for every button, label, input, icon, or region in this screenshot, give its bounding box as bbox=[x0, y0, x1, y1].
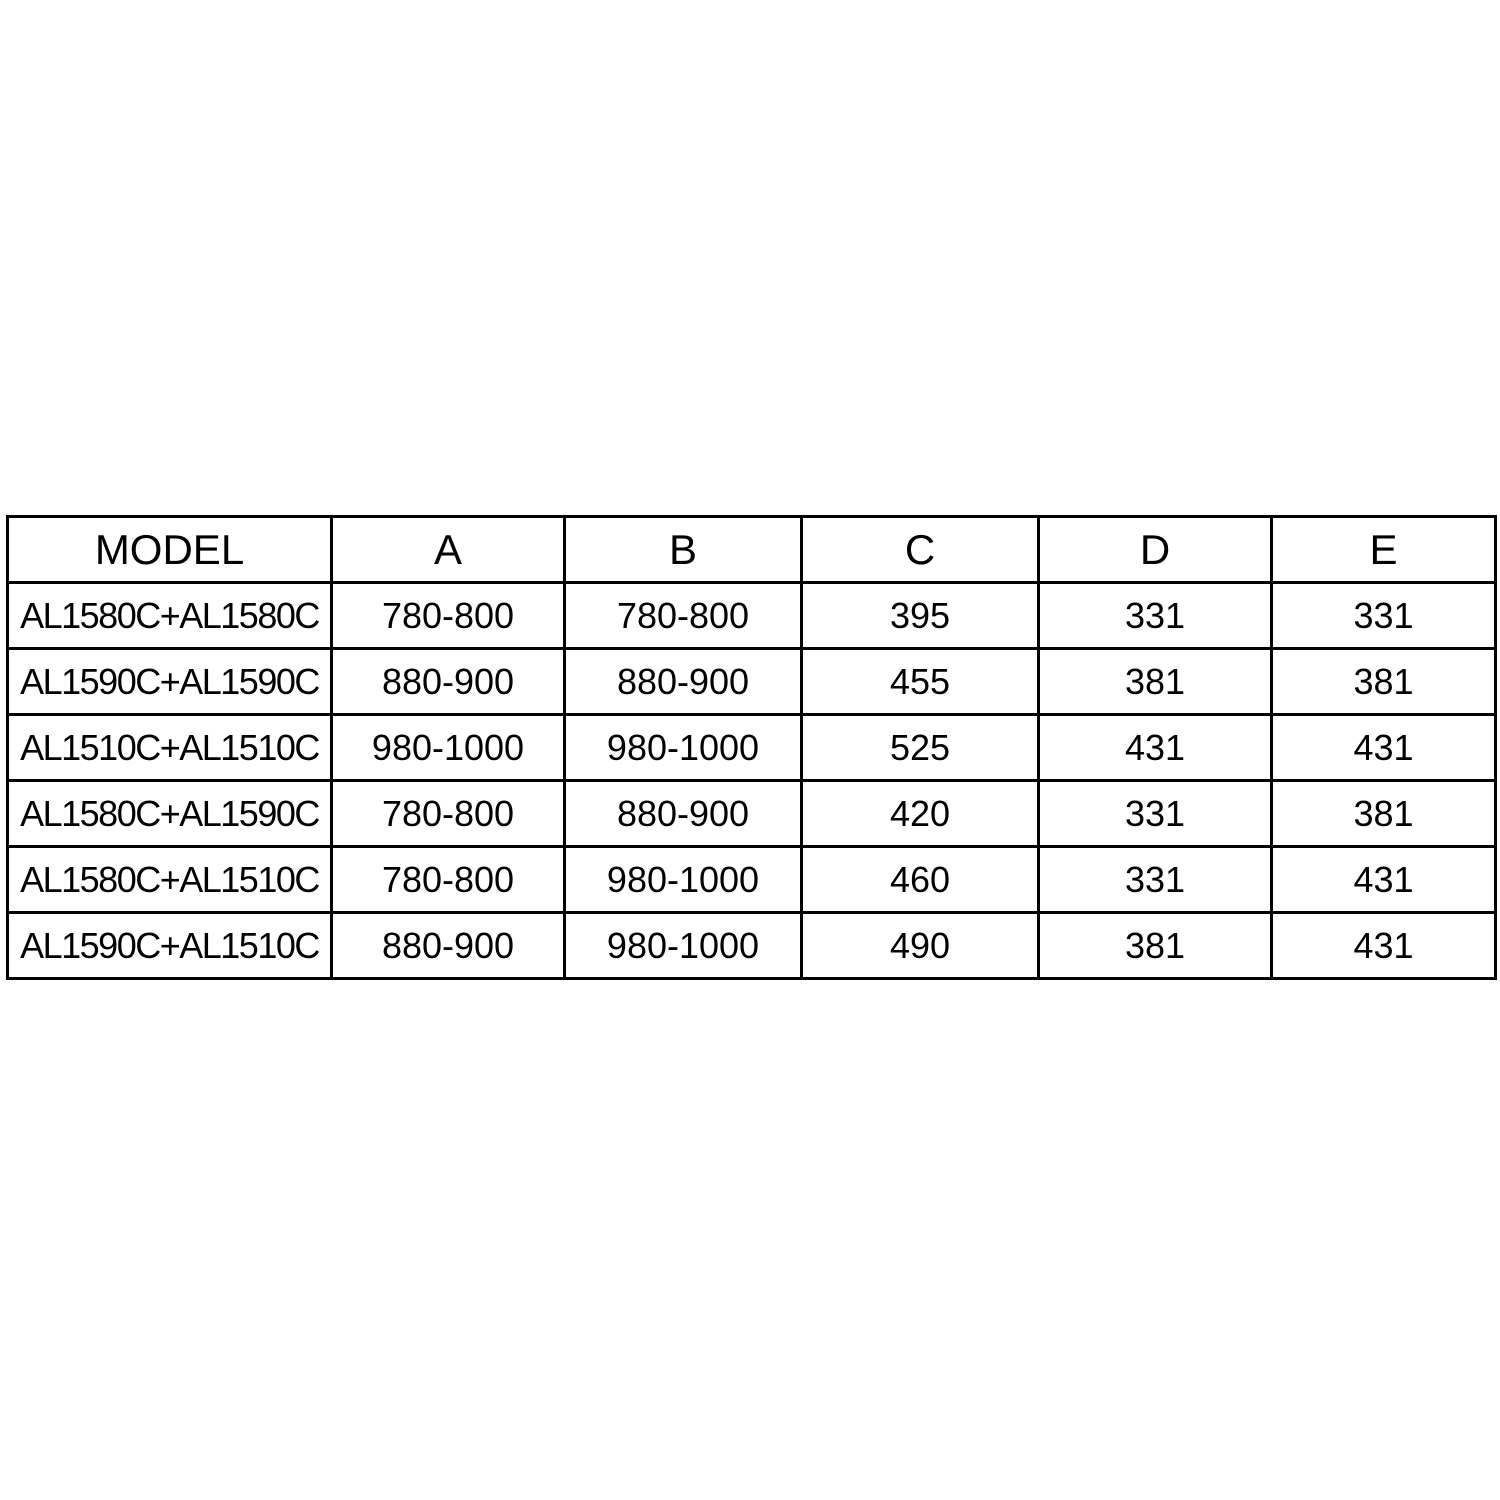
table-row: AL1590C+AL1590C 880-900 880-900 455 381 381 bbox=[6, 647, 1497, 716]
header-model: MODEL bbox=[6, 515, 333, 584]
header-row: MODEL A B C D E bbox=[6, 515, 1497, 584]
table-row: AL1580C+AL1590C 780-800 880-900 420 331 381 bbox=[6, 779, 1497, 848]
model-cell: AL1580C+AL1510C bbox=[6, 845, 333, 914]
value-cell: 525 bbox=[800, 713, 1040, 782]
value-cell: 431 bbox=[1270, 845, 1497, 914]
model-cell: AL1580C+AL1590C bbox=[6, 779, 333, 848]
value-cell: 431 bbox=[1037, 713, 1273, 782]
value-cell: 331 bbox=[1270, 581, 1497, 650]
value-cell: 455 bbox=[800, 647, 1040, 716]
header-c: C bbox=[800, 515, 1040, 584]
value-cell: 880-900 bbox=[563, 779, 803, 848]
value-cell: 780-800 bbox=[563, 581, 803, 650]
model-cell: AL1590C+AL1590C bbox=[6, 647, 333, 716]
value-cell: 431 bbox=[1270, 713, 1497, 782]
value-cell: 780-800 bbox=[330, 779, 566, 848]
value-cell: 980-1000 bbox=[563, 845, 803, 914]
header-d: D bbox=[1037, 515, 1273, 584]
spec-table-container: MODEL A B C D E AL1580C+AL1580C 780-800 78… bbox=[6, 515, 1497, 980]
value-cell: 381 bbox=[1037, 911, 1273, 980]
value-cell: 490 bbox=[800, 911, 1040, 980]
value-cell: 980-1000 bbox=[563, 911, 803, 980]
table-row: AL1590C+AL1510C 880-900 980-1000 490 381 431 bbox=[6, 911, 1497, 980]
value-cell: 780-800 bbox=[330, 845, 566, 914]
value-cell: 381 bbox=[1270, 779, 1497, 848]
value-cell: 420 bbox=[800, 779, 1040, 848]
model-cell: AL1590C+AL1510C bbox=[6, 911, 333, 980]
value-cell: 381 bbox=[1037, 647, 1273, 716]
value-cell: 780-800 bbox=[330, 581, 566, 650]
value-cell: 460 bbox=[800, 845, 1040, 914]
value-cell: 395 bbox=[800, 581, 1040, 650]
value-cell: 980-1000 bbox=[563, 713, 803, 782]
header-a: A bbox=[330, 515, 566, 584]
value-cell: 880-900 bbox=[330, 647, 566, 716]
table-row: AL1580C+AL1510C 780-800 980-1000 460 331 431 bbox=[6, 845, 1497, 914]
value-cell: 880-900 bbox=[330, 911, 566, 980]
value-cell: 431 bbox=[1270, 911, 1497, 980]
table-row: AL1510C+AL1510C 980-1000 980-1000 525 431 431 bbox=[6, 713, 1497, 782]
header-b: B bbox=[563, 515, 803, 584]
value-cell: 331 bbox=[1037, 581, 1273, 650]
value-cell: 980-1000 bbox=[330, 713, 566, 782]
spec-table: MODEL A B C D E AL1580C+AL1580C 780-800 78… bbox=[6, 515, 1497, 980]
value-cell: 331 bbox=[1037, 845, 1273, 914]
value-cell: 880-900 bbox=[563, 647, 803, 716]
value-cell: 331 bbox=[1037, 779, 1273, 848]
table-row: AL1580C+AL1580C 780-800 780-800 395 331 331 bbox=[6, 581, 1497, 650]
header-e: E bbox=[1270, 515, 1497, 584]
value-cell: 381 bbox=[1270, 647, 1497, 716]
table-body: AL1580C+AL1580C 780-800 780-800 395 331 331 AL… bbox=[6, 581, 1497, 980]
model-cell: AL1580C+AL1580C bbox=[6, 581, 333, 650]
model-cell: AL1510C+AL1510C bbox=[6, 713, 333, 782]
